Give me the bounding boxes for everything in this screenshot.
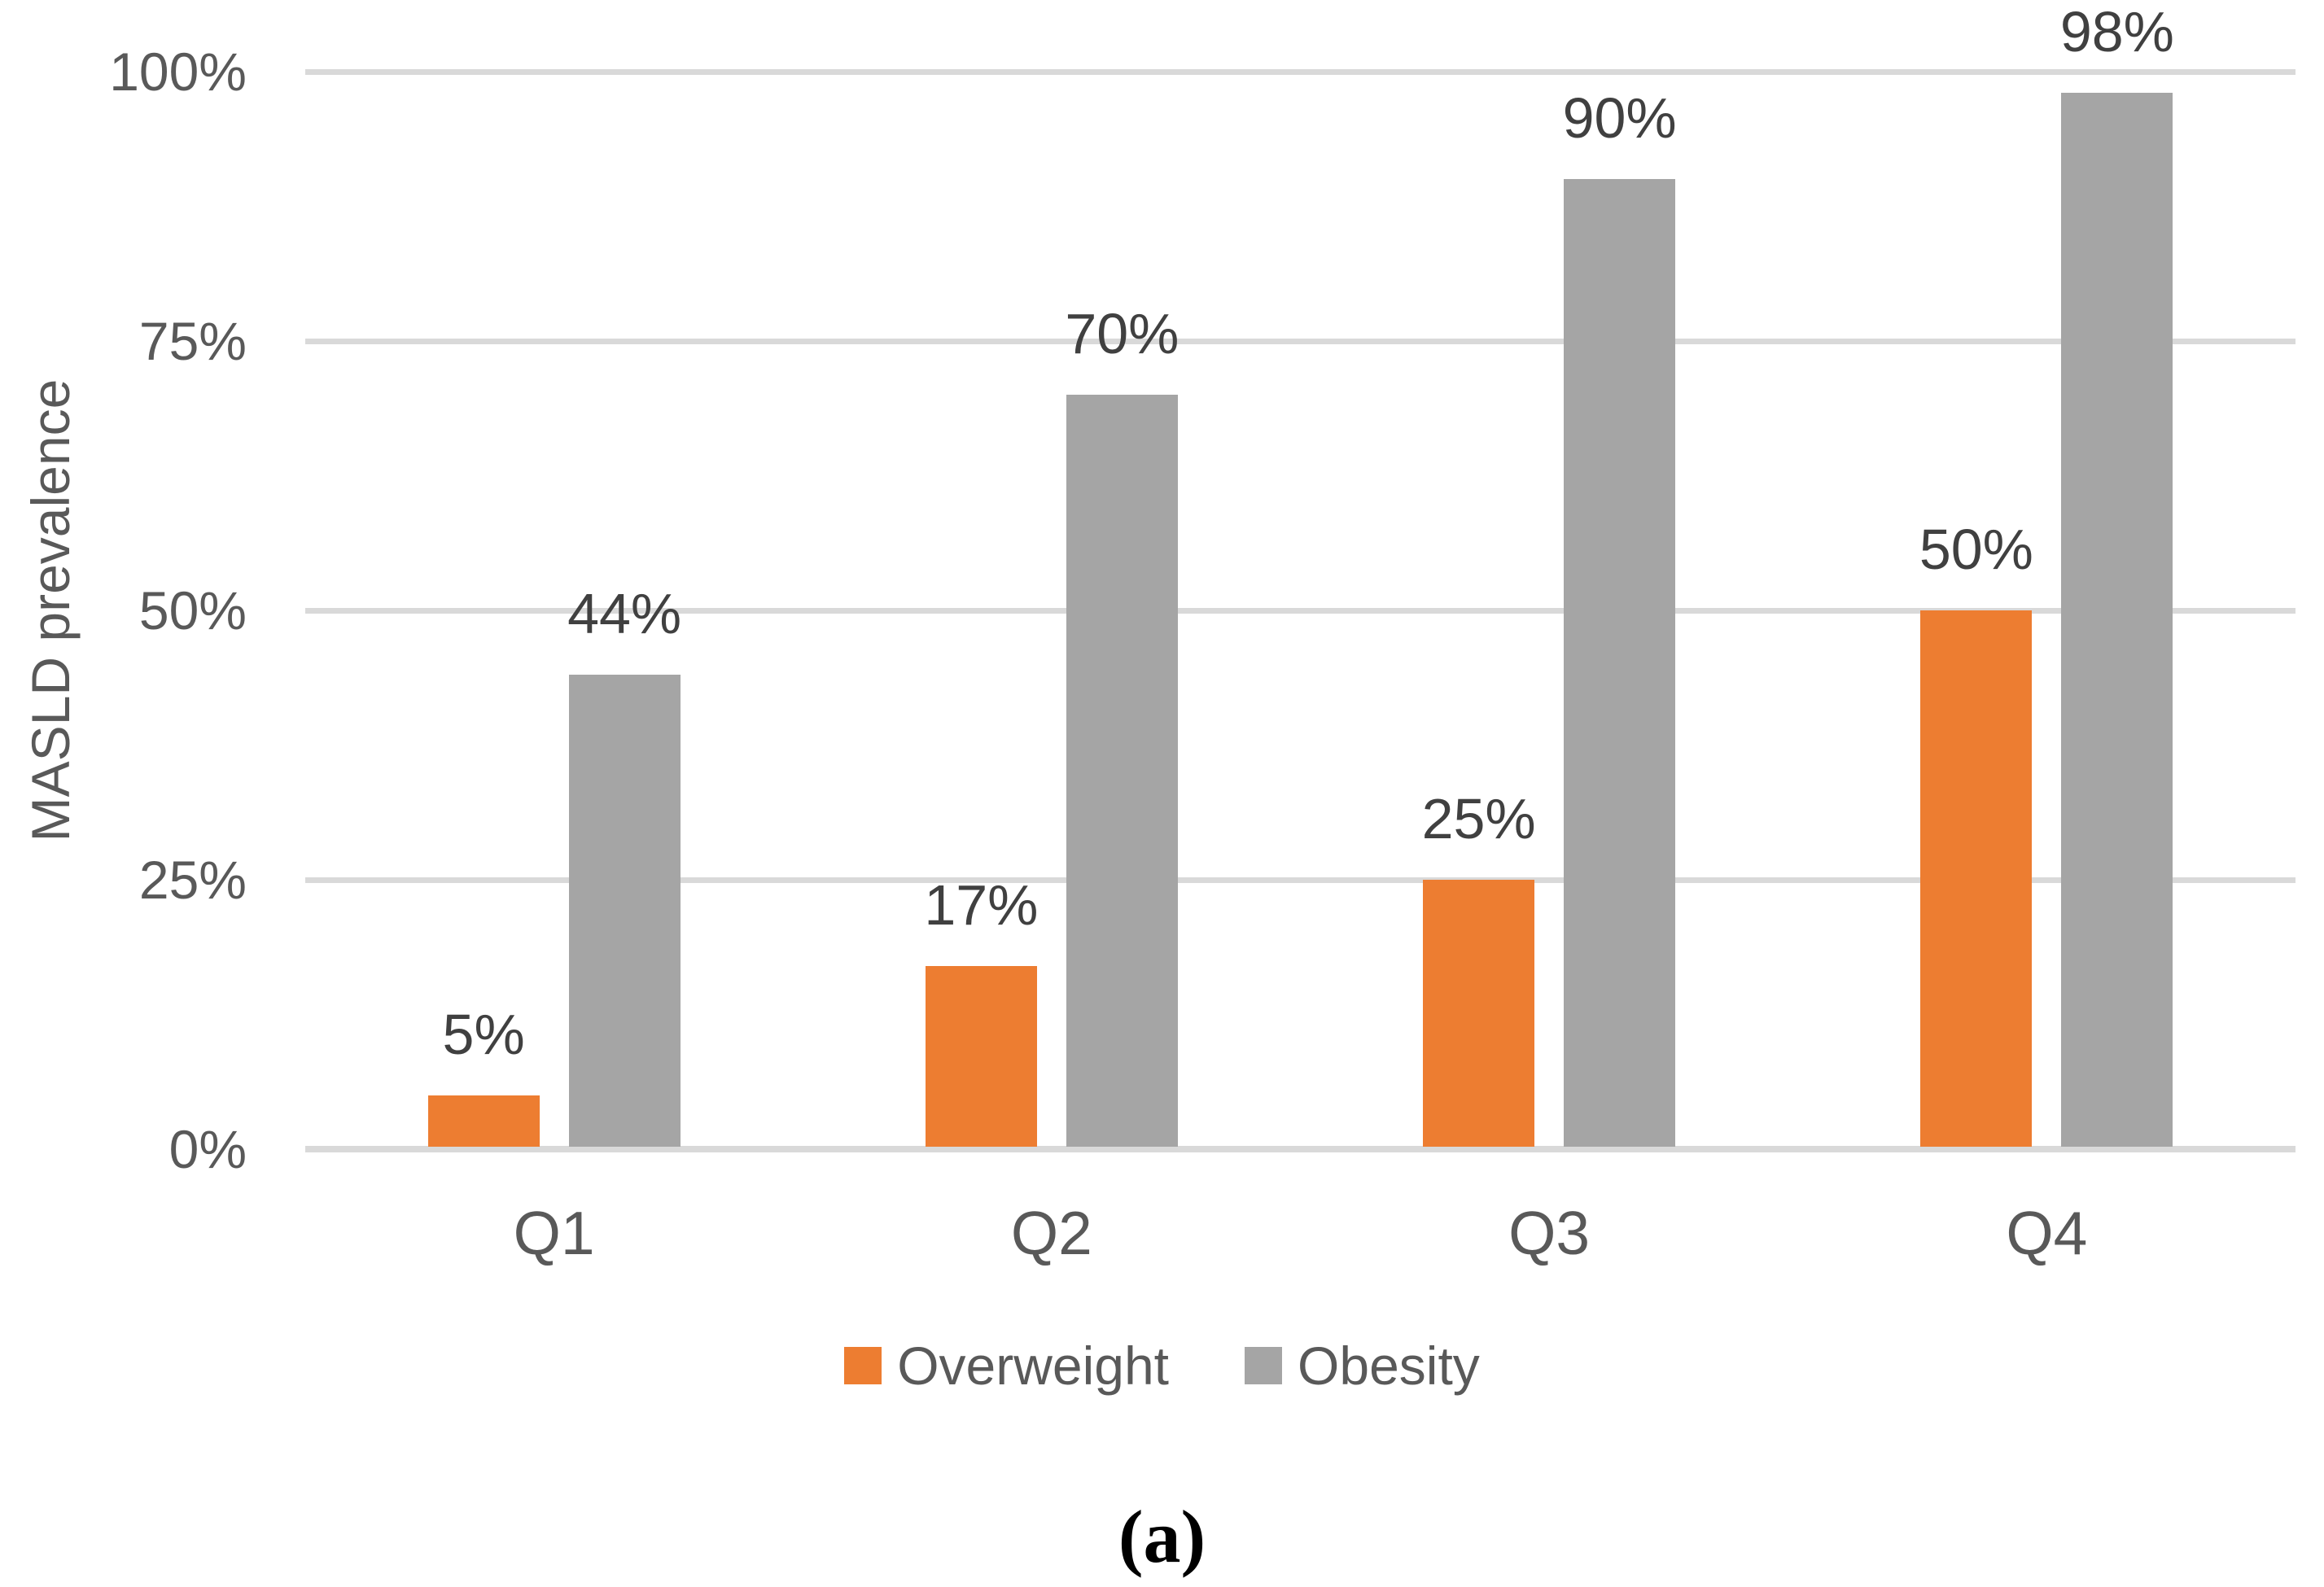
subfigure-caption: (a): [1118, 1495, 1206, 1578]
x-category-label: Q3: [1508, 1199, 1591, 1267]
legend-label: Obesity: [1298, 1335, 1480, 1396]
bar-obesity-q3: [1564, 179, 1676, 1147]
gridline: [305, 607, 2296, 614]
data-label: 90%: [1562, 86, 1677, 151]
gridline: [305, 877, 2296, 883]
bar-obesity-q2: [1066, 395, 1178, 1147]
gridline: [305, 338, 2296, 344]
data-label: 25%: [1421, 787, 1536, 850]
y-tick-label: 50%: [138, 580, 247, 640]
bar-obesity-q4: [2061, 93, 2173, 1147]
legend: Overweight Obesity: [0, 1335, 2324, 1396]
bar-overweight-q1: [427, 1095, 540, 1147]
bar-overweight-q4: [1920, 610, 2033, 1147]
legend-item-overweight: Overweight: [844, 1339, 1169, 1392]
gridline: [305, 68, 2296, 75]
y-tick-label: 75%: [138, 311, 247, 371]
data-label: 5%: [442, 1002, 525, 1066]
x-axis-line: [305, 1146, 2296, 1152]
bar-overweight-q2: [925, 965, 1037, 1147]
legend-swatch-overweight: [844, 1346, 882, 1384]
y-tick-label: 0%: [169, 1119, 247, 1179]
data-label: 70%: [1065, 302, 1180, 366]
bar-obesity-q1: [568, 675, 681, 1147]
bar-overweight-q3: [1423, 880, 1535, 1147]
x-category-label: Q4: [2006, 1199, 2088, 1267]
y-tick-label: 100%: [109, 42, 247, 102]
y-tick-label: 25%: [138, 850, 247, 910]
data-label: 98%: [2059, 0, 2174, 64]
legend-swatch-obesity: [1245, 1346, 1283, 1384]
data-label: 50%: [1919, 518, 2033, 581]
data-label: 17%: [924, 872, 1039, 937]
legend-label: Overweight: [897, 1335, 1170, 1396]
legend-item-obesity: Obesity: [1245, 1339, 1480, 1392]
data-label: 44%: [567, 582, 682, 646]
x-category-label: Q2: [1010, 1199, 1092, 1267]
x-category-label: Q1: [513, 1199, 595, 1267]
